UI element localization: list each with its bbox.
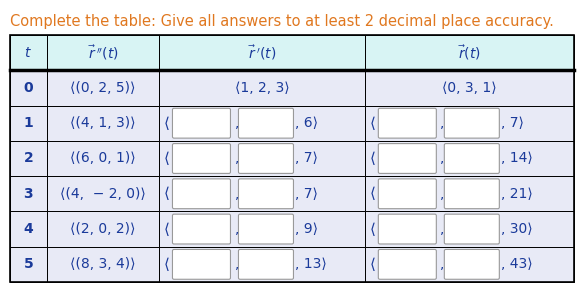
Text: Complete the table: Give all answers to at least 2 decimal place accuracy.: Complete the table: Give all answers to …: [10, 14, 554, 29]
FancyBboxPatch shape: [378, 179, 436, 209]
Bar: [10, 212, 47, 247]
Text: ⟨: ⟨: [164, 116, 169, 131]
Bar: [366, 247, 574, 282]
Bar: [47, 106, 159, 141]
Text: ⟨: ⟨: [369, 222, 376, 236]
Text: , 7⟩: , 7⟩: [296, 152, 318, 166]
FancyBboxPatch shape: [444, 108, 499, 138]
Text: ,: ,: [440, 152, 444, 166]
Text: ⟨(0, 2, 5)⟩: ⟨(0, 2, 5)⟩: [71, 81, 135, 95]
Bar: [159, 106, 366, 141]
Text: ⟨: ⟨: [369, 151, 376, 166]
Text: ⟨: ⟨: [164, 222, 169, 236]
Text: 4: 4: [23, 222, 33, 236]
Text: ,: ,: [440, 257, 444, 271]
Bar: [10, 106, 47, 141]
Text: ⟨0, 3, 1⟩: ⟨0, 3, 1⟩: [442, 81, 497, 95]
Bar: [47, 70, 159, 106]
Text: , 13⟩: , 13⟩: [296, 257, 327, 271]
Text: 5: 5: [23, 257, 33, 271]
FancyBboxPatch shape: [238, 179, 294, 209]
Bar: [366, 70, 574, 106]
Text: , 14⟩: , 14⟩: [501, 152, 533, 166]
Text: ,: ,: [440, 187, 444, 201]
Text: $\vec{r}(t)$: $\vec{r}(t)$: [458, 43, 481, 62]
FancyBboxPatch shape: [172, 144, 231, 173]
Text: 3: 3: [23, 187, 33, 201]
Text: ⟨(8, 3, 4)⟩: ⟨(8, 3, 4)⟩: [70, 257, 136, 271]
Text: ,: ,: [234, 257, 239, 271]
Text: , 7⟩: , 7⟩: [296, 187, 318, 201]
FancyBboxPatch shape: [378, 144, 436, 173]
Text: , 21⟩: , 21⟩: [501, 187, 533, 201]
Text: ⟨: ⟨: [164, 151, 169, 166]
Text: , 7⟩: , 7⟩: [501, 116, 524, 130]
Bar: [10, 247, 47, 282]
FancyBboxPatch shape: [378, 108, 436, 138]
Text: , 30⟩: , 30⟩: [501, 222, 533, 236]
Text: ⟨: ⟨: [164, 257, 169, 272]
FancyBboxPatch shape: [172, 214, 231, 244]
FancyBboxPatch shape: [444, 144, 499, 173]
Bar: [10, 35, 47, 70]
FancyBboxPatch shape: [444, 249, 499, 279]
FancyBboxPatch shape: [238, 144, 294, 173]
FancyBboxPatch shape: [172, 179, 231, 209]
Bar: [366, 176, 574, 212]
Text: ⟨(4, 1, 3)⟩: ⟨(4, 1, 3)⟩: [70, 116, 136, 130]
FancyBboxPatch shape: [238, 108, 294, 138]
Bar: [47, 176, 159, 212]
Bar: [366, 35, 574, 70]
FancyBboxPatch shape: [444, 179, 499, 209]
Text: ,: ,: [440, 116, 444, 130]
Text: ⟨(2, 0, 2)⟩: ⟨(2, 0, 2)⟩: [71, 222, 135, 236]
Text: ,: ,: [234, 116, 239, 130]
Text: ⟨(6, 0, 1)⟩: ⟨(6, 0, 1)⟩: [70, 152, 136, 166]
FancyBboxPatch shape: [378, 214, 436, 244]
FancyBboxPatch shape: [172, 108, 231, 138]
Bar: [10, 176, 47, 212]
Bar: [10, 141, 47, 176]
Bar: [159, 176, 366, 212]
Text: $t$: $t$: [25, 46, 32, 60]
Text: ,: ,: [234, 222, 239, 236]
Text: ⟨: ⟨: [369, 186, 376, 201]
Bar: [366, 141, 574, 176]
Bar: [10, 70, 47, 106]
FancyBboxPatch shape: [172, 249, 231, 279]
Text: ,: ,: [234, 152, 239, 166]
Text: , 9⟩: , 9⟩: [296, 222, 318, 236]
Text: 1: 1: [23, 116, 33, 130]
Bar: [10, 35, 574, 282]
Bar: [159, 247, 366, 282]
Text: , 43⟩: , 43⟩: [501, 257, 533, 271]
Bar: [159, 212, 366, 247]
Bar: [366, 106, 574, 141]
Text: 2: 2: [23, 152, 33, 166]
Text: ⟨: ⟨: [369, 257, 376, 272]
Text: ,: ,: [234, 187, 239, 201]
FancyBboxPatch shape: [238, 214, 294, 244]
Bar: [159, 35, 366, 70]
Bar: [47, 35, 159, 70]
Bar: [47, 141, 159, 176]
FancyBboxPatch shape: [238, 249, 294, 279]
Bar: [47, 247, 159, 282]
Text: $\vec{r}\,''(t)$: $\vec{r}\,''(t)$: [88, 43, 119, 62]
Text: ⟨: ⟨: [164, 186, 169, 201]
Text: ⟨(4,  − 2, 0)⟩: ⟨(4, − 2, 0)⟩: [60, 187, 146, 201]
Text: ⟨1, 2, 3⟩: ⟨1, 2, 3⟩: [235, 81, 290, 95]
Bar: [366, 212, 574, 247]
Bar: [47, 212, 159, 247]
Text: $\vec{r}\,'(t)$: $\vec{r}\,'(t)$: [248, 43, 276, 62]
Text: 0: 0: [23, 81, 33, 95]
Text: ⟨: ⟨: [369, 116, 376, 131]
Text: , 6⟩: , 6⟩: [296, 116, 318, 130]
Bar: [159, 70, 366, 106]
FancyBboxPatch shape: [378, 249, 436, 279]
FancyBboxPatch shape: [444, 214, 499, 244]
Bar: [159, 141, 366, 176]
Text: ,: ,: [440, 222, 444, 236]
